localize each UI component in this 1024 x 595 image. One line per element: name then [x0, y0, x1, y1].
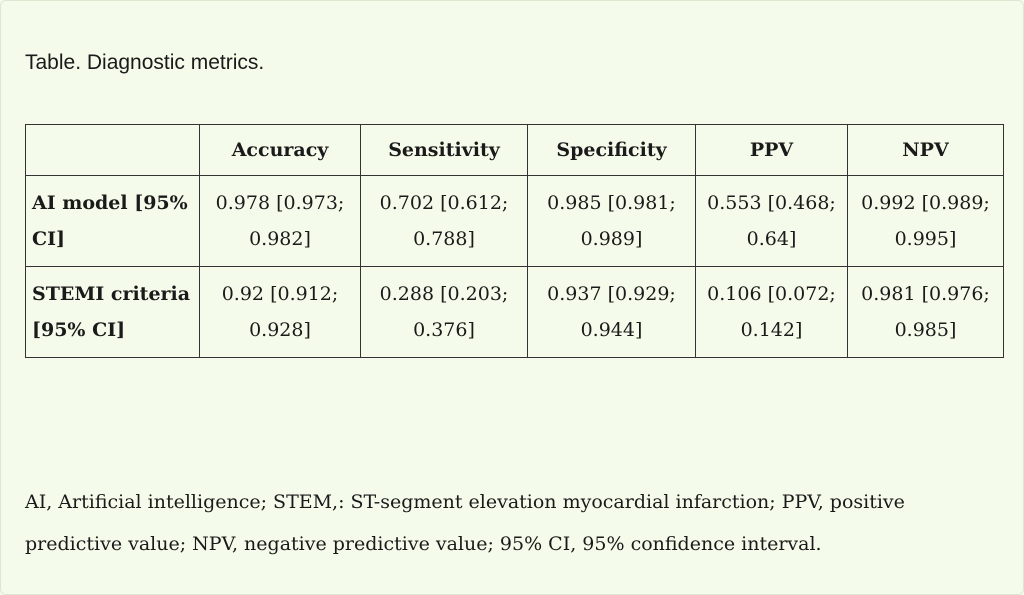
row-label: AI model [95% CI]	[25, 175, 200, 267]
header-accuracy: Accuracy	[199, 124, 361, 176]
diagnostic-metrics-table: Accuracy Sensitivity Specificity PPV NPV…	[25, 124, 1004, 358]
header-npv: NPV	[847, 124, 1004, 176]
table-cell: 0.702 [0.612; 0.788]	[360, 175, 528, 267]
table-cell: 0.978 [0.973; 0.982]	[199, 175, 361, 267]
header-cell-empty	[25, 124, 200, 176]
table-cell: 0.992 [0.989; 0.995]	[847, 175, 1004, 267]
table-cell: 0.981 [0.976; 0.985]	[847, 266, 1004, 358]
table-cell: 0.288 [0.203; 0.376]	[360, 266, 528, 358]
table-cell: 0.937 [0.929; 0.944]	[527, 266, 696, 358]
table-row: AI model [95% CI] 0.978 [0.973; 0.982] 0…	[25, 175, 1004, 267]
table-cell: 0.985 [0.981; 0.989]	[527, 175, 696, 267]
header-ppv: PPV	[695, 124, 848, 176]
table-footnote: AI, Artificial intelligence; STEM,: ST-s…	[25, 491, 905, 555]
table-cell: 0.553 [0.468; 0.64]	[695, 175, 848, 267]
table-row: STEMI criteria [95% CI] 0.92 [0.912; 0.9…	[25, 266, 1004, 358]
table-caption: Table. Diagnostic metrics.	[25, 51, 265, 74]
row-label: STEMI criteria [95% CI]	[25, 266, 200, 358]
header-sensitivity: Sensitivity	[360, 124, 528, 176]
header-specificity: Specificity	[527, 124, 696, 176]
table-cell: 0.106 [0.072; 0.142]	[695, 266, 848, 358]
header-row: Accuracy Sensitivity Specificity PPV NPV	[25, 124, 1004, 176]
table-cell: 0.92 [0.912; 0.928]	[199, 266, 361, 358]
